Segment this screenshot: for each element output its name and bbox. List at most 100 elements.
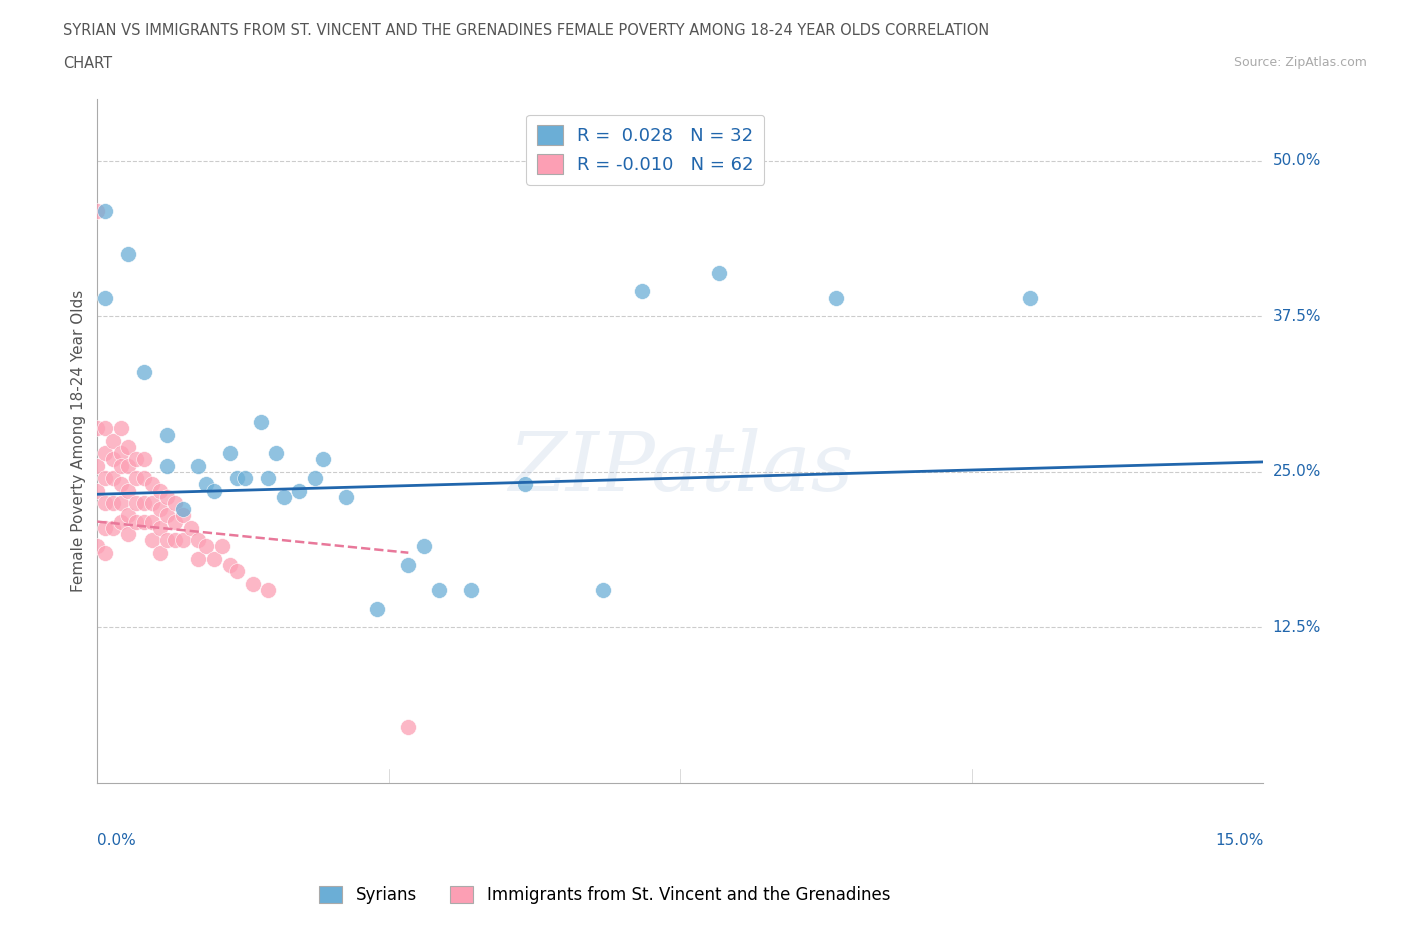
Point — [86, 483, 108, 498]
Point — [125, 452, 148, 467]
Point — [460, 582, 482, 597]
Point — [709, 265, 731, 280]
Point — [94, 290, 117, 305]
Point — [242, 577, 264, 591]
Point — [110, 496, 132, 511]
Point — [117, 483, 139, 498]
Point — [513, 477, 536, 492]
Point — [335, 489, 357, 504]
Point — [94, 496, 117, 511]
Point — [630, 284, 652, 299]
Point — [396, 558, 419, 573]
Point — [218, 558, 240, 573]
Point — [101, 496, 124, 511]
Point — [148, 545, 170, 560]
Point — [366, 601, 388, 616]
Point — [396, 720, 419, 735]
Point — [117, 246, 139, 261]
Point — [125, 496, 148, 511]
Text: SYRIAN VS IMMIGRANTS FROM ST. VINCENT AND THE GRENADINES FEMALE POVERTY AMONG 18: SYRIAN VS IMMIGRANTS FROM ST. VINCENT AN… — [63, 23, 990, 38]
Point — [132, 496, 155, 511]
Point — [211, 539, 233, 554]
Point — [218, 445, 240, 460]
Text: 50.0%: 50.0% — [1272, 153, 1322, 168]
Point — [94, 521, 117, 536]
Point — [110, 445, 132, 460]
Point — [86, 204, 108, 219]
Point — [180, 521, 202, 536]
Point — [165, 514, 187, 529]
Point — [195, 477, 218, 492]
Point — [101, 521, 124, 536]
Point — [288, 483, 311, 498]
Legend: R =  0.028   N = 32, R = -0.010   N = 62: R = 0.028 N = 32, R = -0.010 N = 62 — [526, 114, 765, 185]
Text: CHART: CHART — [63, 56, 112, 71]
Point — [101, 471, 124, 485]
Point — [165, 533, 187, 548]
Point — [94, 421, 117, 436]
Point — [257, 582, 280, 597]
Point — [257, 471, 280, 485]
Text: ZIPatlas: ZIPatlas — [508, 428, 853, 508]
Point — [312, 452, 335, 467]
Text: 15.0%: 15.0% — [1215, 832, 1264, 847]
Point — [156, 458, 179, 473]
Point — [94, 445, 117, 460]
Point — [117, 440, 139, 455]
Point — [202, 551, 225, 566]
Point — [101, 433, 124, 448]
Text: Source: ZipAtlas.com: Source: ZipAtlas.com — [1233, 56, 1367, 69]
Point — [156, 508, 179, 523]
Point — [412, 539, 434, 554]
Point — [156, 427, 179, 442]
Point — [226, 564, 249, 578]
Point — [249, 415, 271, 430]
Point — [156, 533, 179, 548]
Point — [195, 539, 218, 554]
Point — [94, 545, 117, 560]
Legend: Syrians, Immigrants from St. Vincent and the Grenadines: Syrians, Immigrants from St. Vincent and… — [312, 879, 897, 910]
Point — [429, 582, 451, 597]
Point — [117, 526, 139, 541]
Point — [825, 290, 848, 305]
Point — [110, 458, 132, 473]
Point — [264, 445, 287, 460]
Point — [94, 471, 117, 485]
Text: 25.0%: 25.0% — [1272, 464, 1322, 479]
Point — [101, 452, 124, 467]
Point — [273, 489, 295, 504]
Point — [110, 514, 132, 529]
Point — [141, 477, 163, 492]
Point — [172, 533, 194, 548]
Text: 37.5%: 37.5% — [1272, 309, 1322, 324]
Point — [304, 471, 326, 485]
Point — [86, 539, 108, 554]
Point — [94, 204, 117, 219]
Point — [141, 496, 163, 511]
Point — [148, 483, 170, 498]
Point — [141, 514, 163, 529]
Text: 0.0%: 0.0% — [97, 832, 136, 847]
Point — [226, 471, 249, 485]
Point — [1019, 290, 1042, 305]
Point — [592, 582, 614, 597]
Point — [110, 477, 132, 492]
Y-axis label: Female Poverty Among 18-24 Year Olds: Female Poverty Among 18-24 Year Olds — [72, 289, 86, 591]
Point — [117, 508, 139, 523]
Point — [132, 471, 155, 485]
Point — [110, 421, 132, 436]
Point — [125, 471, 148, 485]
Point — [233, 471, 256, 485]
Point — [156, 489, 179, 504]
Point — [86, 458, 108, 473]
Point — [132, 514, 155, 529]
Point — [125, 514, 148, 529]
Point — [172, 501, 194, 516]
Point — [187, 551, 209, 566]
Point — [132, 452, 155, 467]
Point — [132, 365, 155, 379]
Point — [86, 421, 108, 436]
Point — [117, 458, 139, 473]
Point — [148, 501, 170, 516]
Point — [187, 458, 209, 473]
